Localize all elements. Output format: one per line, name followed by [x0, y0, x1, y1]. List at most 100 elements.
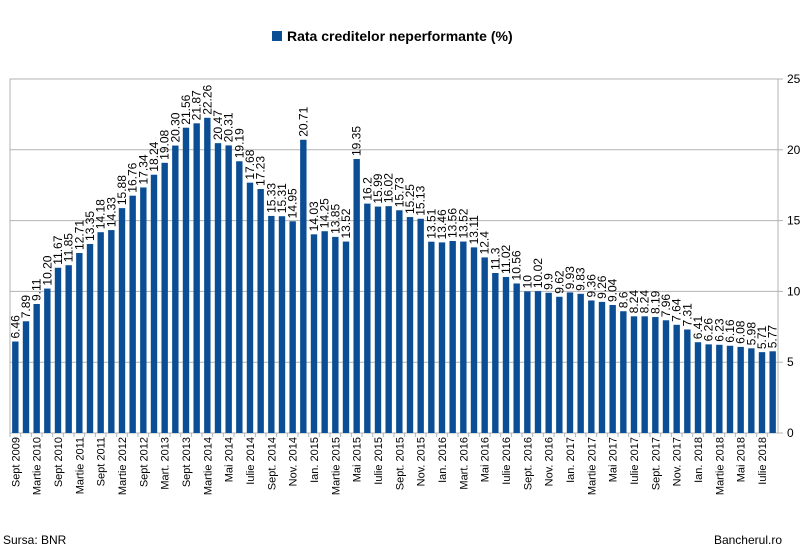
- data-label: 16.02: [382, 173, 396, 203]
- bar: [193, 123, 200, 433]
- data-label: 12.71: [72, 220, 86, 250]
- x-tick-label: Martie 2015: [330, 437, 342, 495]
- bar: [502, 276, 510, 433]
- x-tick-label: Iulie 2017: [629, 437, 641, 485]
- source-note: Sursa: BNR: [3, 533, 67, 547]
- x-tick-label: Martie 2011: [74, 437, 86, 494]
- bar: [673, 324, 680, 433]
- data-label: 6.08: [734, 320, 748, 344]
- bar: [310, 234, 318, 433]
- data-label: 18.24: [147, 141, 161, 171]
- data-label: 20.31: [222, 112, 236, 142]
- data-label: 20.47: [211, 110, 225, 140]
- bar: [758, 352, 766, 433]
- data-label: 9.36: [584, 274, 598, 298]
- bar: [54, 267, 62, 433]
- bar: [566, 292, 574, 433]
- bar: [12, 341, 19, 433]
- x-tick-label: Mai 2018: [736, 437, 748, 482]
- bar: [246, 182, 254, 433]
- bar: [726, 345, 734, 433]
- x-tick-label: Mai 2014: [224, 437, 236, 482]
- data-label: 13.11: [467, 215, 481, 244]
- data-label: 15.88: [115, 175, 129, 205]
- bar: [641, 316, 648, 433]
- x-tick-label: Martie 2017: [586, 437, 598, 495]
- data-label: 13.85: [328, 204, 342, 234]
- x-tick-label: Sept. 2015: [394, 437, 406, 490]
- bar: [396, 210, 403, 433]
- x-tick-label: Sept 2010: [53, 437, 65, 487]
- x-tick-label: Sept. 2014: [266, 437, 278, 490]
- data-label: 15.25: [403, 184, 417, 214]
- bar: [300, 139, 307, 433]
- data-label: 20.71: [296, 106, 310, 136]
- bar: [86, 243, 94, 433]
- bar: [150, 174, 158, 433]
- bar: [705, 344, 712, 433]
- data-label: 10: [520, 275, 534, 289]
- data-label: 8.24: [638, 290, 652, 314]
- x-tick-label: Sept. 2016: [522, 437, 534, 490]
- data-label: 11.3: [488, 247, 502, 270]
- bar: [236, 161, 243, 433]
- data-label: 13.51: [424, 208, 438, 238]
- x-tick-label: Nov. 2015: [416, 437, 428, 486]
- legend-label: Rata creditelor neperformante (%): [287, 28, 513, 44]
- bar: [182, 127, 190, 434]
- bar: [598, 301, 606, 433]
- data-label: 9.11: [30, 278, 44, 301]
- chart-legend: Rata creditelor neperformante (%): [272, 28, 513, 44]
- x-tick-label: Iulie 2015: [373, 437, 385, 485]
- data-label: 14.95: [286, 188, 300, 218]
- bar: [140, 187, 147, 433]
- x-tick-label: Mai 2015: [352, 437, 364, 482]
- bar: [652, 317, 659, 433]
- bar: [716, 344, 723, 433]
- data-label: 15.13: [414, 185, 428, 215]
- bar: [577, 293, 584, 433]
- x-tick-label: Sept. 2017: [650, 437, 662, 490]
- data-label: 6.23: [712, 318, 726, 342]
- y-tick-label: 15: [787, 214, 800, 228]
- data-label: 15.31: [275, 183, 289, 213]
- bar: [588, 300, 595, 433]
- data-label: 15.73: [392, 177, 406, 207]
- bar: [449, 240, 456, 433]
- bar: [417, 218, 424, 433]
- data-label: 14.25: [318, 198, 332, 228]
- bar: [364, 203, 371, 433]
- data-label: 8.19: [648, 290, 662, 314]
- data-label: 13.56: [446, 208, 460, 238]
- x-tick-label: Iulie 2014: [245, 437, 257, 485]
- bar: [406, 217, 414, 433]
- x-tick-label: Martie 2012: [117, 437, 129, 495]
- bar: [556, 296, 563, 433]
- data-label: 6.41: [691, 316, 705, 340]
- bar: [257, 189, 264, 433]
- bar: [321, 231, 328, 433]
- bar: [44, 288, 51, 433]
- legend-swatch: [272, 31, 282, 41]
- data-label: 11.02: [499, 244, 513, 273]
- bar: [737, 346, 744, 433]
- bar: [22, 321, 30, 433]
- bar: [172, 145, 179, 433]
- data-label: 13.52: [339, 208, 353, 238]
- data-label: 13.52: [456, 208, 470, 238]
- x-tick-label: Martie 2018: [714, 437, 726, 495]
- bar: [65, 265, 72, 433]
- x-tick-label: Martie 2014: [202, 437, 214, 495]
- data-label: 9.9: [542, 273, 556, 290]
- x-tick-label: Iulie 2018: [757, 437, 769, 485]
- data-label: 19.35: [350, 126, 364, 156]
- x-tick-label: Mart. 2016: [458, 437, 470, 490]
- x-tick-label: Ian. 2017: [565, 437, 577, 483]
- bar: [662, 320, 670, 433]
- bar: [332, 236, 339, 433]
- data-label: 19.19: [232, 128, 246, 158]
- data-label: 11.67: [51, 235, 65, 264]
- bar: [76, 253, 83, 433]
- data-label: 22.26: [200, 84, 214, 114]
